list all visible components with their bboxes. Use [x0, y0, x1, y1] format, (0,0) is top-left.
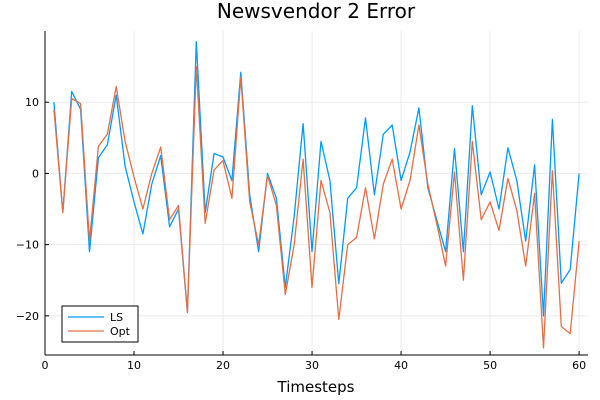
x-tick-label: 0 [42, 359, 49, 372]
y-tick-label: 10 [25, 96, 39, 109]
y-tick-label: −10 [16, 239, 39, 252]
ticks: 0 10 20 30 40 50 60 −20 −10 0 10 [16, 96, 586, 372]
x-tick-label: 50 [483, 359, 497, 372]
x-tick-label: 20 [216, 359, 230, 372]
x-axis-title: Timesteps [277, 378, 355, 396]
x-tick-label: 30 [305, 359, 319, 372]
legend-box [61, 305, 139, 343]
x-tick-label: 40 [394, 359, 408, 372]
chart-title: Newsvendor 2 Error [217, 0, 416, 23]
series-line-opt [53, 65, 580, 349]
legend-label-opt: Opt [110, 325, 131, 338]
x-tick-label: 10 [127, 359, 141, 372]
axes [44, 31, 588, 356]
series-line-ls [53, 41, 580, 317]
legend: LS Opt [61, 305, 139, 343]
y-tick-label: −20 [16, 310, 39, 323]
x-tick-label: 60 [572, 359, 586, 372]
grid [44, 31, 588, 355]
legend-label-ls: LS [110, 311, 123, 324]
series-lines [53, 41, 580, 349]
y-tick-label: 0 [32, 167, 39, 180]
